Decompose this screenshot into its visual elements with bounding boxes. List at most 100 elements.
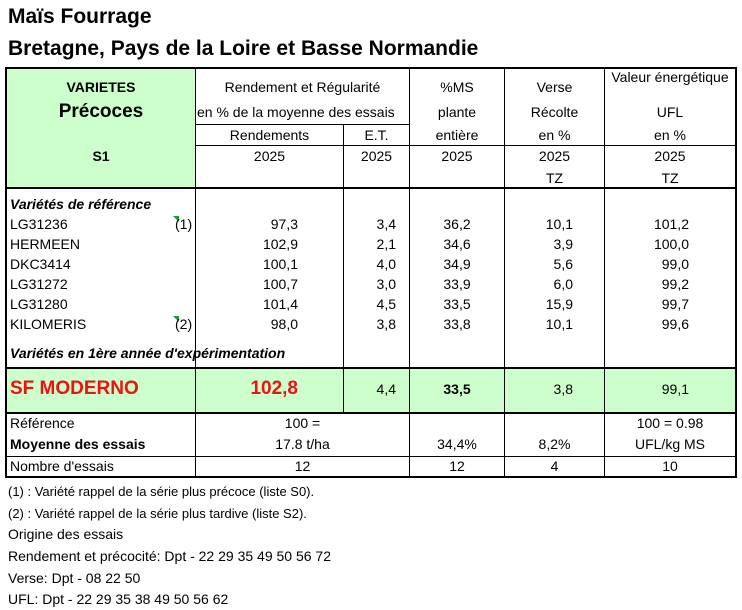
page-title: Maïs Fourrage bbox=[8, 5, 152, 28]
page-subtitle: Bretagne, Pays de la Loire et Basse Norm… bbox=[8, 37, 479, 60]
variety-name: LG31272 bbox=[10, 276, 68, 292]
ufl-value: 101,2 bbox=[653, 216, 689, 232]
rule bbox=[196, 145, 736, 146]
header-ufl-sub2: en % bbox=[654, 127, 686, 143]
rendement-value: 102,9 bbox=[262, 236, 298, 252]
ufl-value: 99,6 bbox=[661, 316, 689, 332]
header-rendement-sub: en % de la moyenne des essais bbox=[197, 104, 395, 120]
verse-value: 5,6 bbox=[553, 256, 573, 272]
et-value: 4,0 bbox=[376, 256, 396, 272]
highlight-et: 4,4 bbox=[376, 381, 396, 397]
note-line: Rendement et précocité: Dpt - 22 29 35 4… bbox=[8, 548, 331, 564]
header-verse-title: Verse bbox=[536, 79, 573, 95]
header-rendement-group: Rendement et Régularité bbox=[224, 79, 381, 95]
header-et-year: 2025 bbox=[360, 148, 393, 164]
et-value: 2,1 bbox=[376, 236, 396, 252]
moyenne-label: Moyenne des essais bbox=[10, 436, 146, 452]
header-verse-year: 2025 bbox=[538, 148, 571, 164]
header-verse-tz: TZ bbox=[545, 170, 564, 186]
rendement-value: 97,3 bbox=[270, 216, 298, 232]
table-border-right bbox=[735, 67, 737, 478]
section-new-label: Variétés en 1ère année d'expérimentation bbox=[10, 345, 286, 361]
nombre-verse: 4 bbox=[550, 458, 559, 474]
col-rule bbox=[195, 67, 196, 478]
verse-value: 3,9 bbox=[553, 236, 573, 252]
col-rule bbox=[409, 67, 410, 478]
rendement-value: 100,7 bbox=[262, 276, 298, 292]
highlight-verse: 3,8 bbox=[553, 381, 573, 397]
verse-value: 10,1 bbox=[545, 216, 573, 232]
highlight-ufl: 99,1 bbox=[661, 381, 689, 397]
section-reference-label: Variétés de référence bbox=[10, 196, 152, 212]
header-ufl-sub1: UFL bbox=[656, 104, 684, 120]
verse-value: 10,1 bbox=[545, 316, 573, 332]
variety-name: KILOMERIS bbox=[10, 316, 87, 332]
table-border-left bbox=[5, 67, 7, 478]
reference-ufl: 100 = 0.98 bbox=[636, 415, 704, 431]
variety-name: DKC3414 bbox=[10, 256, 71, 272]
header-precoces: Précoces bbox=[58, 101, 144, 122]
ms-value: 34,9 bbox=[443, 256, 471, 272]
note-line: Origine des essais bbox=[8, 526, 124, 542]
ms-value: 33,8 bbox=[443, 316, 471, 332]
variety-name: HERMEEN bbox=[10, 236, 81, 252]
header-ufl-title: Valeur énergétique bbox=[611, 69, 729, 85]
note-line: Verse: Dpt - 08 22 50 bbox=[8, 570, 141, 586]
header-rend-year: 2025 bbox=[253, 148, 286, 164]
et-value: 3,4 bbox=[376, 216, 396, 232]
rendement-value: 98,0 bbox=[270, 316, 298, 332]
col-rule bbox=[604, 67, 605, 478]
col-rule bbox=[343, 124, 344, 367]
rendement-value: 101,4 bbox=[262, 296, 298, 312]
rule bbox=[6, 187, 736, 189]
nombre-label: Nombre d'essais bbox=[10, 458, 114, 474]
nombre-ufl: 10 bbox=[662, 458, 678, 474]
header-ms-sub1: plante bbox=[437, 104, 477, 120]
header-fill bbox=[7, 68, 196, 187]
variety-note: (1) bbox=[175, 216, 193, 232]
verse-value: 6,0 bbox=[553, 276, 573, 292]
nombre-rend: 12 bbox=[294, 458, 311, 474]
et-value: 3,8 bbox=[376, 316, 396, 332]
highlight-variety-name: SF MODERNO bbox=[10, 378, 139, 399]
note-line: (1) : Variété rappel de la série plus pr… bbox=[8, 484, 315, 499]
et-value: 3,0 bbox=[376, 276, 396, 292]
header-ms-title: %MS bbox=[440, 79, 474, 95]
highlight-rendement: 102,8 bbox=[250, 378, 298, 399]
table-border-bottom bbox=[6, 476, 737, 478]
verse-value: 15,9 bbox=[545, 296, 573, 312]
header-et: E.T. bbox=[364, 127, 389, 143]
variety-name: LG31280 bbox=[10, 296, 68, 312]
header-ms-sub2: entière bbox=[435, 127, 479, 143]
ufl-value: 99,2 bbox=[661, 276, 689, 292]
variety-note: (2) bbox=[175, 316, 193, 332]
moyenne-ms: 34,4% bbox=[437, 436, 477, 452]
nombre-ms: 12 bbox=[449, 458, 465, 474]
note-marker-icon bbox=[173, 316, 179, 322]
note-line: (2) : Variété rappel de la série plus ta… bbox=[8, 506, 307, 521]
header-ms-year: 2025 bbox=[441, 148, 473, 164]
highlight-ms: 33,5 bbox=[443, 381, 471, 397]
ufl-value: 100,0 bbox=[653, 236, 689, 252]
rule bbox=[6, 456, 736, 457]
note-line: UFL: Dpt - 22 29 35 38 49 50 56 62 bbox=[8, 591, 229, 607]
moyenne-rend: 17.8 t/ha bbox=[275, 436, 330, 452]
col-rule bbox=[343, 368, 344, 412]
et-value: 4,5 bbox=[376, 296, 396, 312]
note-marker-icon bbox=[173, 216, 179, 222]
variety-name: LG31236 bbox=[10, 216, 68, 232]
ufl-value: 99,7 bbox=[661, 296, 689, 312]
reference-rend: 100 = bbox=[284, 415, 321, 431]
moyenne-ufl: UFL/kg MS bbox=[634, 436, 705, 452]
ms-value: 33,9 bbox=[443, 276, 471, 292]
table-border-top bbox=[6, 67, 737, 69]
highlight-fill bbox=[7, 368, 735, 412]
rendement-value: 100,1 bbox=[262, 256, 298, 272]
ms-value: 33,5 bbox=[443, 296, 471, 312]
rule bbox=[6, 412, 736, 414]
header-varietes: VARIETES bbox=[66, 79, 136, 95]
col-rule bbox=[504, 67, 505, 478]
ms-value: 36,2 bbox=[443, 216, 471, 232]
header-ufl-year: 2025 bbox=[654, 148, 686, 164]
rule bbox=[6, 367, 736, 369]
